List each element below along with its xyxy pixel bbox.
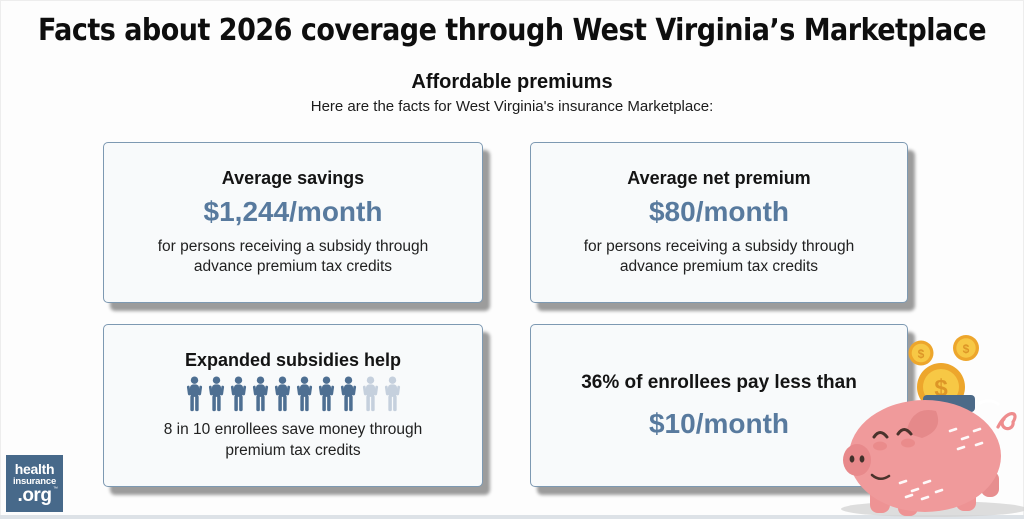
coin-icon: $ xyxy=(908,340,934,366)
person-icon xyxy=(185,376,204,413)
card-expanded-subsidies: Expanded subsidies help 8 in 10 enrollee… xyxy=(103,324,483,487)
person-icon xyxy=(229,376,248,413)
card-stat-value: $10/month xyxy=(648,407,790,439)
person-icon xyxy=(207,376,226,413)
piggy-bank-illustration: $ $ $ xyxy=(830,323,1024,519)
card-stat-value: $1,244/month xyxy=(203,195,383,227)
person-icon xyxy=(251,376,270,413)
card-heading: Average net premium xyxy=(627,167,811,188)
card-heading: Expanded subsidies help xyxy=(184,350,402,371)
card-description: for persons receiving a subsidy through … xyxy=(583,237,855,275)
svg-text:$: $ xyxy=(963,342,970,356)
logo-line-health: health xyxy=(14,460,55,477)
card-heading: Average savings xyxy=(221,167,365,188)
card-description: for persons receiving a subsidy through … xyxy=(157,237,429,275)
person-icon xyxy=(361,376,380,413)
page-subtitle: Affordable premiums xyxy=(411,71,613,93)
card-average-net-premium: Average net premium $80/month for person… xyxy=(530,142,908,303)
person-icon xyxy=(383,376,402,413)
person-icon xyxy=(339,376,358,413)
trademark-symbol: ™ xyxy=(52,486,58,493)
enrollees-pictograph xyxy=(185,376,402,413)
healthinsurance-org-logo: health insurance .org ™ xyxy=(6,455,63,512)
logo-line-org: .org ™ xyxy=(17,485,58,507)
person-icon xyxy=(273,376,292,413)
card-average-savings: Average savings $1,244/month for persons… xyxy=(103,142,483,303)
bottom-divider xyxy=(0,515,1024,519)
card-stat-value: $80/month xyxy=(648,195,790,227)
card-description: 8 in 10 enrollees save money through pre… xyxy=(163,421,423,459)
logo-line-insurance: insurance xyxy=(12,475,57,487)
person-icon xyxy=(317,376,336,413)
coin-icon: $ xyxy=(953,335,979,361)
svg-text:$: $ xyxy=(918,347,925,361)
piggy-bank-coins-icon: $ $ $ xyxy=(841,335,1024,517)
card-heading: 36% of enrollees pay less than xyxy=(581,371,857,393)
person-icon xyxy=(295,376,314,413)
page-tagline: Here are the facts for West Virginia's i… xyxy=(310,98,714,115)
page-title: Facts about 2026 coverage through West V… xyxy=(37,13,987,48)
